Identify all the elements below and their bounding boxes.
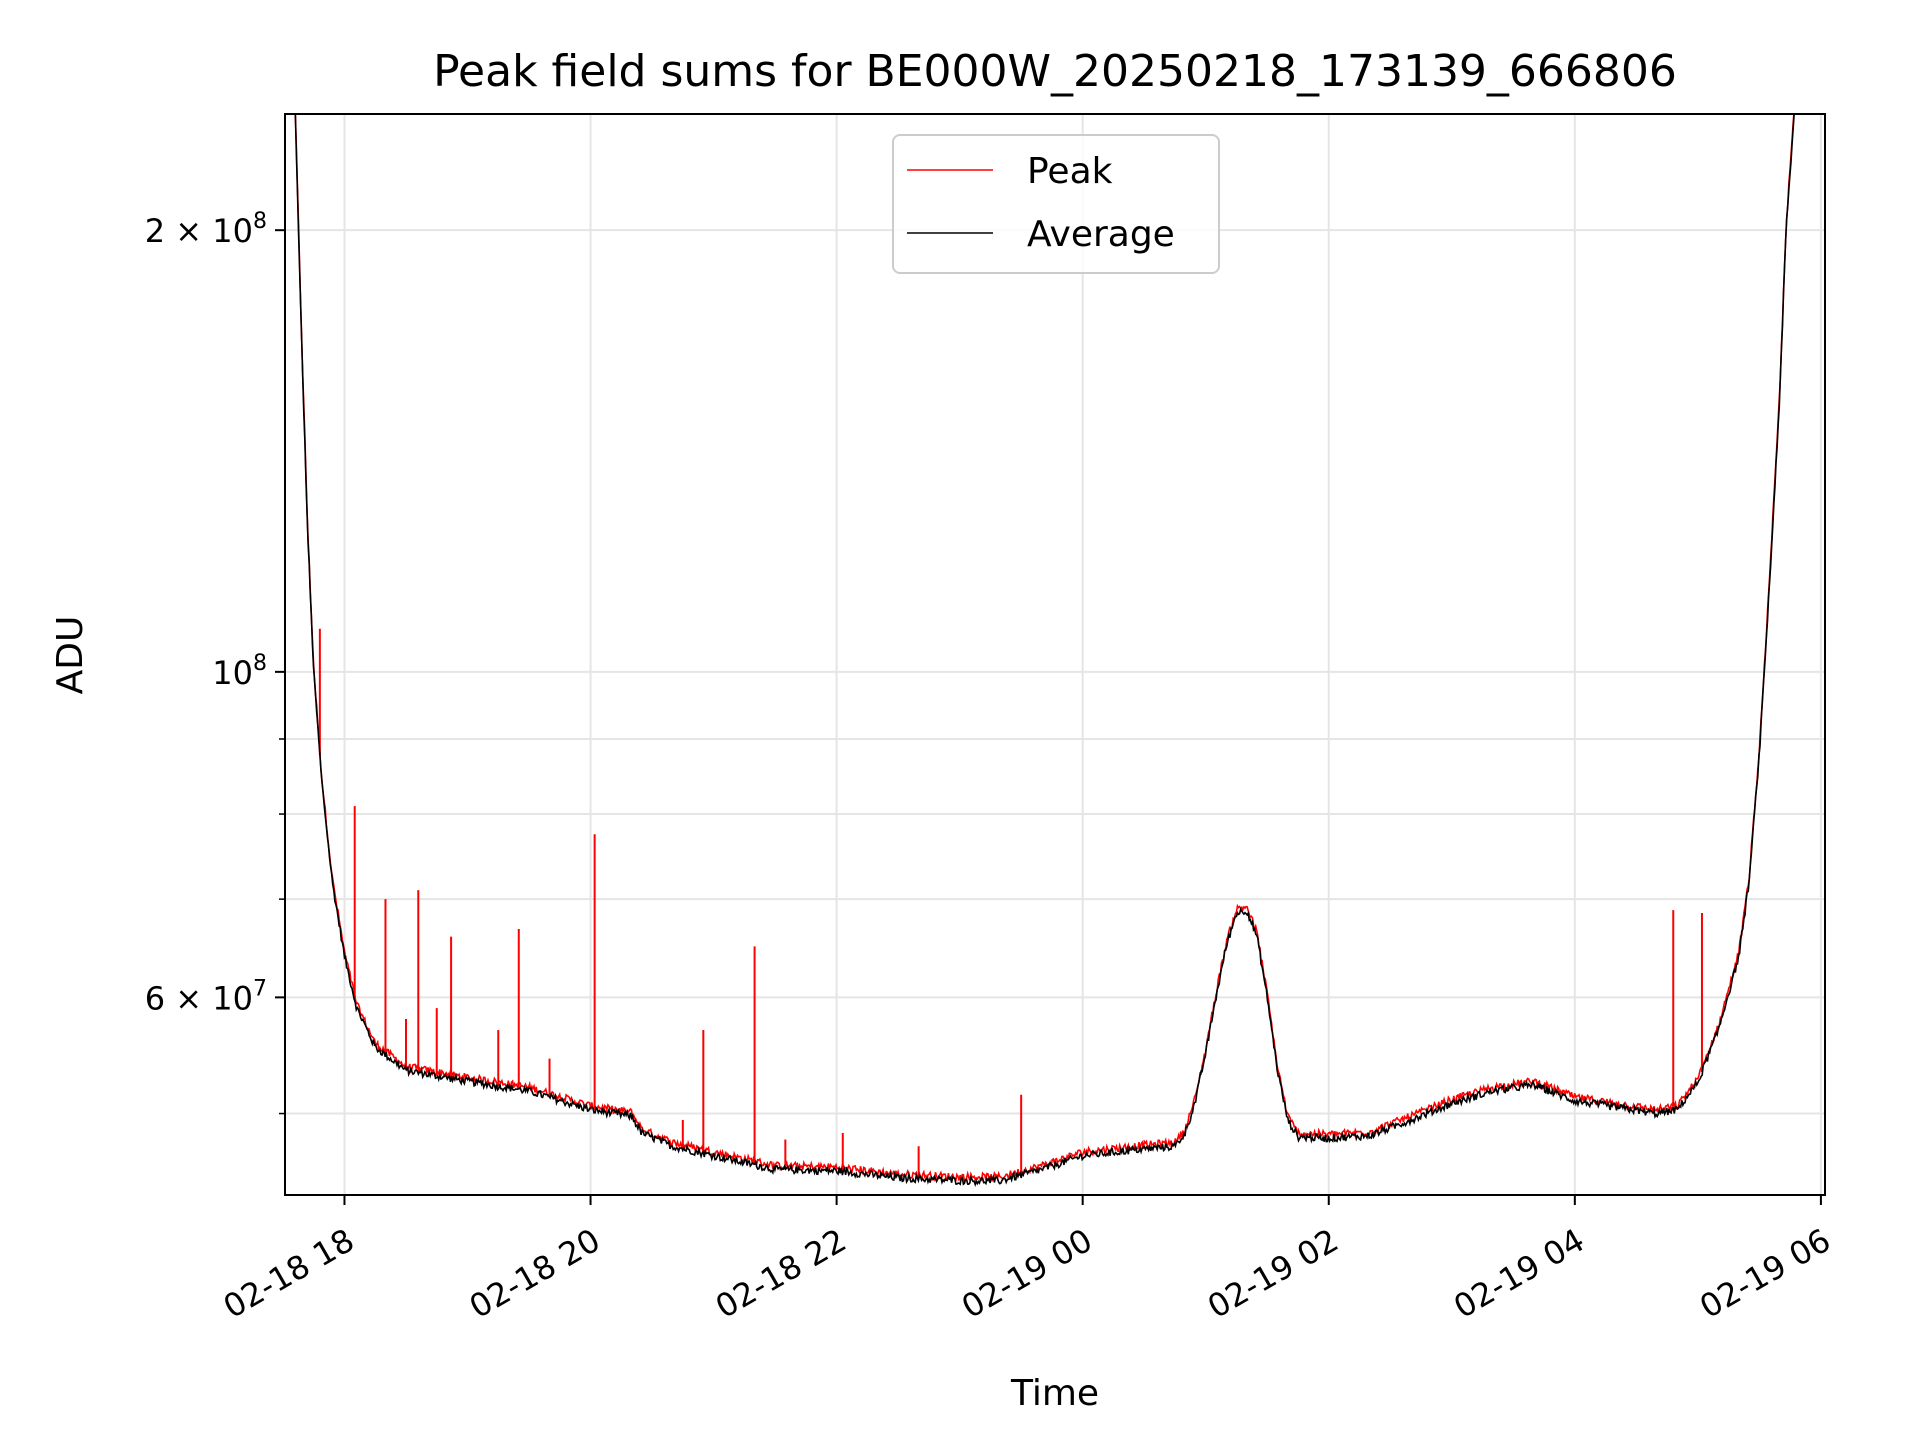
y-tick-label: 108 [212, 651, 267, 692]
y-axis-title: ADU [50, 616, 91, 695]
average-series-line [294, 114, 1795, 1188]
legend: Peak Average [892, 134, 1220, 274]
y-tick-base: 6 × 10 [145, 979, 253, 1017]
legend-peak-label: Peak [1027, 151, 1113, 192]
y-tick-base: 10 [212, 654, 253, 692]
grid [285, 114, 1825, 1195]
chart-title: Peak field sums for BE000W_20250218_1731… [433, 46, 1677, 97]
plot-area [294, 114, 1795, 1188]
y-tick-exponent: 8 [253, 651, 267, 676]
y-tick-exponent: 8 [253, 209, 267, 234]
y-tick-base: 2 × 10 [145, 212, 253, 250]
legend-average-label: Average [1027, 214, 1175, 255]
plot-frame [284, 113, 1826, 1196]
y-tick-label: 2 × 108 [145, 209, 267, 250]
y-tick-exponent: 7 [253, 976, 267, 1001]
x-axis-title: Time [1010, 1373, 1099, 1414]
y-tick-label: 6 × 107 [145, 976, 267, 1017]
